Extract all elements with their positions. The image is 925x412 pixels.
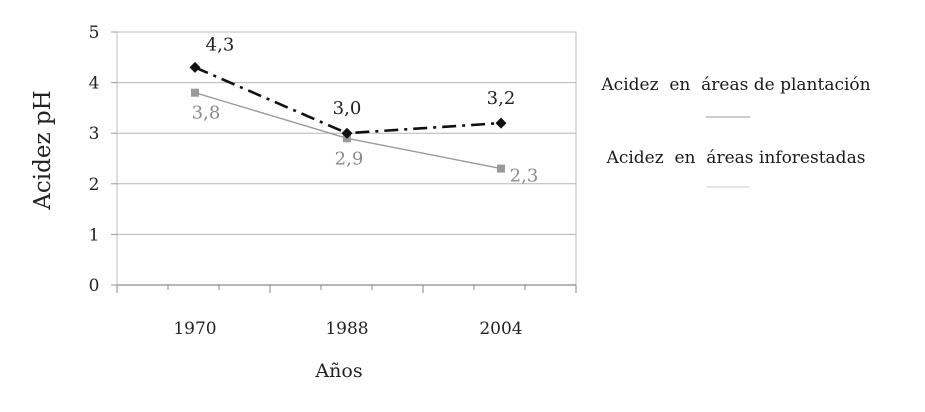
x-tick-label-1970: 1970	[173, 319, 216, 339]
y-tick-label-5: 5	[89, 23, 100, 43]
y-tick-label-0: 0	[89, 276, 100, 296]
y-axis-title: Acidez pH	[30, 90, 56, 210]
data-label-plantacion-2004: 3,2	[487, 88, 516, 109]
data-point-plantacion-1988	[341, 127, 353, 139]
y-tick-label-3: 3	[89, 124, 100, 144]
legend: Acidez en áreas de plantación Acidez en …	[600, 75, 871, 188]
x-axis-ticks: 1970 1988 2004	[116, 285, 577, 339]
y-tick-label-4: 4	[89, 74, 100, 94]
x-tick-label-2004: 2004	[479, 319, 522, 339]
y-tick-label-2: 2	[89, 175, 100, 195]
data-label-plantacion-1970: 4,3	[206, 34, 235, 55]
plot-area	[116, 31, 577, 286]
data-point-plantacion-2004	[495, 117, 507, 129]
legend-label-inforestadas: Acidez en áreas inforestadas	[606, 148, 866, 168]
series-layer: 3,8 2,9 2,3 4,3 3,0 3,2	[189, 34, 539, 187]
data-point-inforestadas-1970	[191, 88, 199, 97]
data-point-inforestadas-2004	[497, 164, 505, 173]
x-tick-label-1988: 1988	[325, 319, 368, 339]
data-label-inforestadas-1970: 3,8	[192, 103, 221, 124]
gridlines	[117, 82, 576, 286]
x-axis-title: Años	[314, 360, 362, 382]
data-label-plantacion-1988: 3,0	[333, 98, 362, 119]
data-point-plantacion-1970	[189, 61, 201, 73]
legend-label-plantacion: Acidez en áreas de plantación	[600, 75, 870, 95]
data-label-inforestadas-2004: 2,3	[510, 166, 539, 187]
y-axis-ticks: 0 1 2 3 4 5	[89, 23, 117, 296]
data-label-inforestadas-1988: 2,9	[335, 148, 364, 169]
y-tick-label-1: 1	[89, 225, 100, 245]
